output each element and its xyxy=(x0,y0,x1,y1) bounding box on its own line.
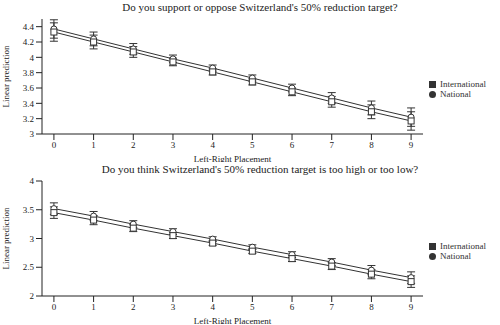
svg-text:2: 2 xyxy=(131,302,136,312)
svg-text:Left-Right Placement: Left-Right Placement xyxy=(194,154,272,162)
html-text:National: National xyxy=(440,88,471,99)
svg-text:3: 3 xyxy=(30,234,35,244)
svg-text:9: 9 xyxy=(409,140,414,150)
svg-text:4: 4 xyxy=(30,53,35,63)
svg-text:2.5: 2.5 xyxy=(23,262,35,272)
svg-text:3: 3 xyxy=(30,129,35,139)
svg-text:7: 7 xyxy=(329,140,334,150)
svg-text:3.4: 3.4 xyxy=(23,99,35,109)
svg-text:4: 4 xyxy=(210,140,215,150)
svg-text:9: 9 xyxy=(409,302,414,312)
svg-text:8: 8 xyxy=(369,302,374,312)
html-text:International: International xyxy=(440,78,486,89)
svg-text:3.2: 3.2 xyxy=(23,114,34,124)
svg-text:4.2: 4.2 xyxy=(23,37,34,47)
svg-text:Linear prediction: Linear prediction xyxy=(8,45,11,108)
svg-text:3: 3 xyxy=(171,140,176,150)
svg-text:8: 8 xyxy=(369,140,374,150)
svg-text:Linear prediction: Linear prediction xyxy=(8,207,11,270)
html-text:International: International xyxy=(440,240,486,251)
svg-text:1: 1 xyxy=(91,302,96,312)
svg-text:6: 6 xyxy=(290,302,295,312)
svg-text:4: 4 xyxy=(210,302,215,312)
svg-text:2: 2 xyxy=(30,291,35,301)
svg-text:4: 4 xyxy=(30,177,35,186)
html-text:Do you think Switzerland's 50%: Do you think Switzerland's 50% reduction… xyxy=(101,163,419,175)
svg-text:5: 5 xyxy=(250,140,255,150)
svg-text:2: 2 xyxy=(131,140,136,150)
svg-text:1: 1 xyxy=(91,140,96,150)
svg-text:7: 7 xyxy=(329,302,334,312)
svg-text:3: 3 xyxy=(171,302,176,312)
svg-text:0: 0 xyxy=(52,302,57,312)
svg-text:3.6: 3.6 xyxy=(23,83,35,93)
svg-text:6: 6 xyxy=(290,140,295,150)
svg-text:3.5: 3.5 xyxy=(23,205,35,215)
svg-text:Left-Right Placement: Left-Right Placement xyxy=(194,316,272,324)
svg-text:5: 5 xyxy=(250,302,255,312)
svg-text:3.8: 3.8 xyxy=(23,68,35,78)
html-text:National: National xyxy=(440,250,471,261)
svg-text:4.4: 4.4 xyxy=(23,22,35,32)
svg-text:0: 0 xyxy=(52,140,57,150)
html-text:Do you support or oppose Switz: Do you support or oppose Switzerland's 5… xyxy=(122,1,398,13)
